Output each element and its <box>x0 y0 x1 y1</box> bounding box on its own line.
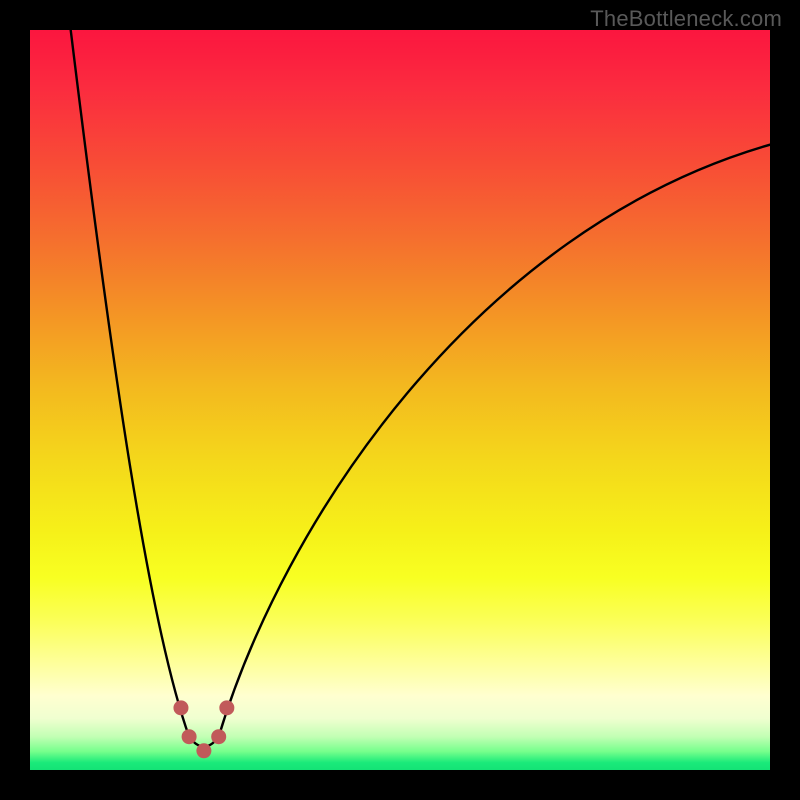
curve-left-branch <box>71 30 189 737</box>
chart-plot-area <box>30 30 770 770</box>
curve-marker-3 <box>211 729 226 744</box>
curve-markers <box>173 700 234 758</box>
curve-marker-4 <box>219 700 234 715</box>
curve-right-branch <box>219 145 770 737</box>
curve-marker-1 <box>182 729 197 744</box>
curve-marker-2 <box>196 743 211 758</box>
chart-stage: TheBottleneck.com <box>0 0 800 800</box>
chart-curve-layer <box>30 30 770 770</box>
watermark-text: TheBottleneck.com <box>590 6 782 32</box>
curve-marker-0 <box>173 700 188 715</box>
